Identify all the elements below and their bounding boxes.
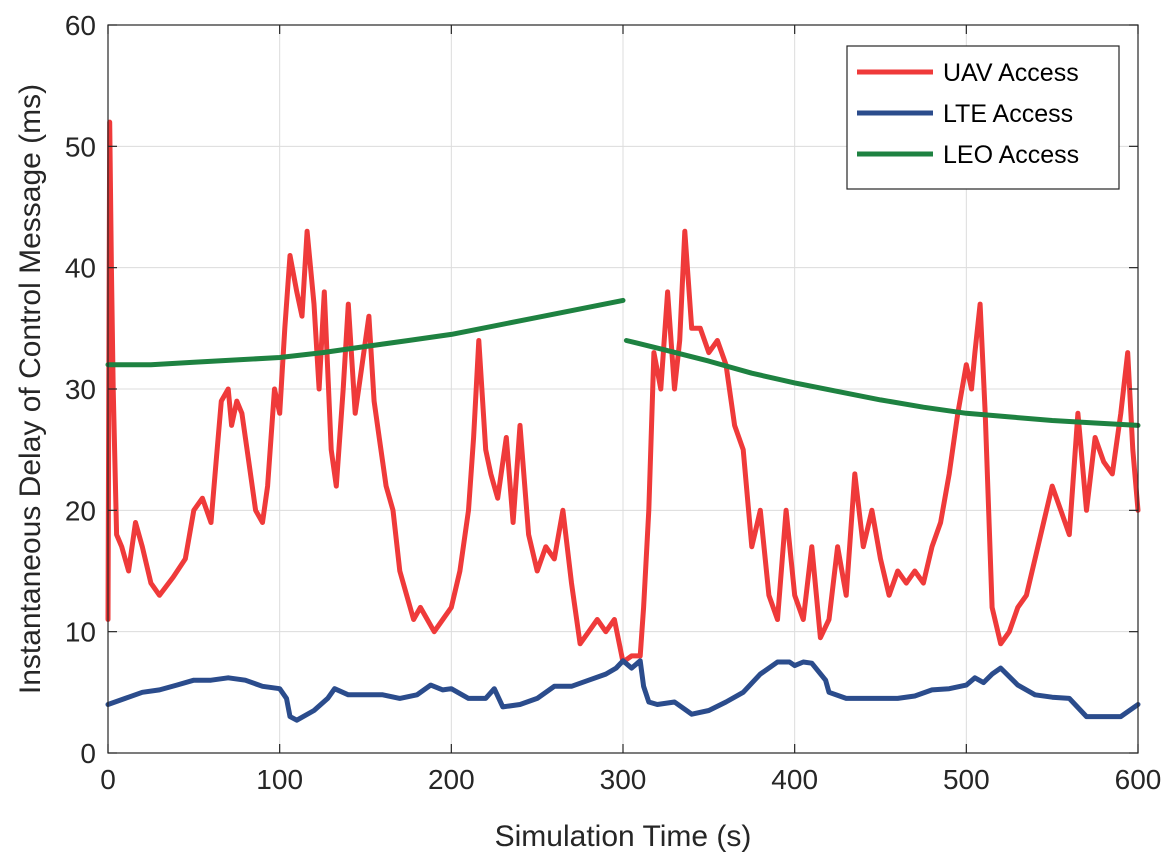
y-axis-title: Instantaneous Delay of Control Message (… [14, 84, 47, 694]
y-tick-label: 40 [65, 253, 96, 284]
x-tick-label: 300 [600, 764, 647, 795]
y-tick-label: 0 [80, 738, 96, 769]
x-tick-label: 500 [943, 764, 990, 795]
series-line-leo-access [105, 297, 1141, 428]
legend-label: UAV Access [943, 59, 1079, 87]
x-tick-label: 0 [100, 764, 116, 795]
x-tick-label: 600 [1115, 764, 1162, 795]
ticks: 0 100 200 300 400 500 600 0 10 20 30 40 50 60 [65, 10, 1162, 795]
x-tick-label: 200 [428, 764, 475, 795]
legend-label: LTE Access [943, 100, 1073, 128]
y-tick-label: 10 [65, 617, 96, 648]
x-tick-label: 400 [771, 764, 818, 795]
y-tick-label: 20 [65, 495, 96, 526]
y-tick-label: 30 [65, 374, 96, 405]
legend-label: LEO Access [943, 141, 1079, 169]
series-lines [105, 119, 1141, 723]
x-axis-title: Simulation Time (s) [495, 820, 752, 853]
series-line-lte-access [105, 658, 1141, 723]
x-tick-label: 100 [256, 764, 303, 795]
series-line-uav-access [105, 119, 1141, 665]
y-tick-label: 50 [65, 131, 96, 162]
y-tick-label: 60 [65, 10, 96, 41]
legend: UAV Access LTE Access LEO Access [846, 45, 1120, 190]
